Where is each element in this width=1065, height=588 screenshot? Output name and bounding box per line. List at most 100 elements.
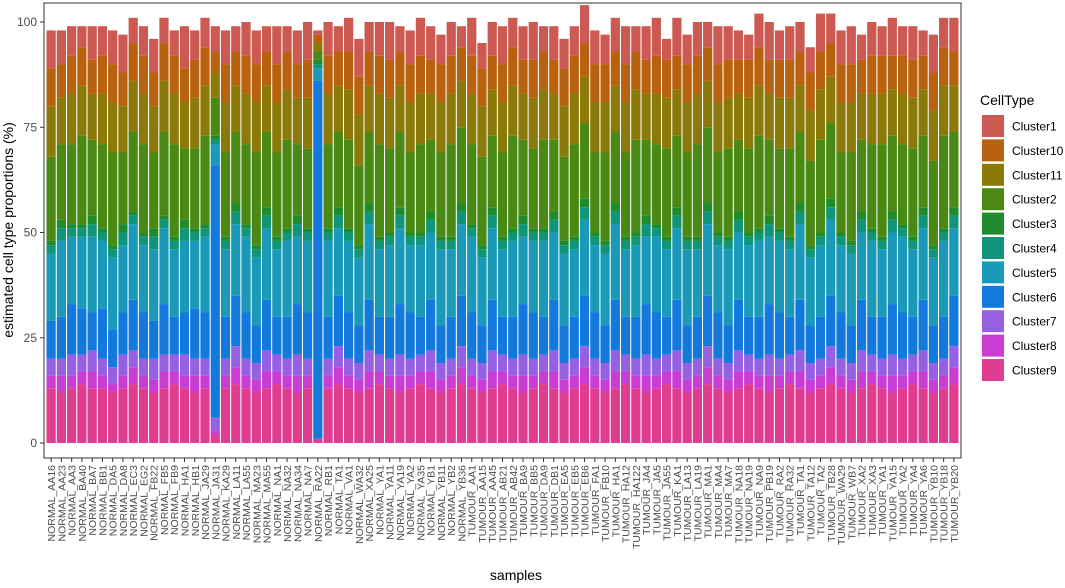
- bar-segment-cluster7: [220, 358, 231, 376]
- bar-segment-cluster8: [528, 375, 538, 389]
- bar-segment-cluster5: [631, 245, 641, 317]
- bar-segment-cluster8: [620, 371, 631, 385]
- bar-segment-cluster9: [826, 384, 836, 443]
- bar-segment-cluster4: [939, 232, 949, 241]
- bar-segment-cluster9: [190, 392, 200, 443]
- bar-segment-cluster3: [374, 236, 385, 241]
- bar-segment-cluster9: [200, 388, 210, 443]
- bar-segment-cluster8: [241, 375, 251, 389]
- bar-segment-cluster6: [220, 316, 231, 359]
- bar-segment-cluster9: [549, 388, 559, 443]
- legend-swatch-cluster9: [982, 359, 1004, 381]
- x-tick-label: TUMOUR_WA29: [836, 465, 848, 545]
- bar-segment-cluster10: [569, 55, 579, 94]
- bar-segment-cluster3: [108, 245, 118, 250]
- bar-segment-cluster10: [426, 59, 436, 94]
- bar-segment-cluster9: [579, 384, 590, 443]
- bar-segment-cluster9: [662, 384, 672, 443]
- bar-segment-cluster4: [118, 232, 128, 246]
- bar-segment-cluster7: [159, 354, 169, 372]
- bar-segment-cluster10: [856, 59, 867, 94]
- bar-segment-cluster4: [549, 219, 559, 233]
- x-tick-label: TUMOUR_WB7: [846, 465, 858, 540]
- x-tick-label: TUMOUR_XA3: [867, 465, 879, 537]
- bar-segment-cluster6: [836, 312, 846, 359]
- bar-segment-cluster7: [179, 354, 190, 376]
- bar-segment-cluster2: [774, 148, 785, 229]
- bar-segment-cluster10: [805, 72, 815, 111]
- bar-segment-cluster3: [46, 240, 56, 246]
- bar-segment-cluster11: [67, 93, 77, 145]
- bar-segment-cluster3: [692, 236, 703, 241]
- bar-segment-cluster4: [364, 211, 374, 225]
- bar-segment-cluster1: [220, 30, 231, 65]
- bar-segment-cluster10: [159, 43, 169, 81]
- bar-segment-cluster11: [487, 89, 497, 136]
- bar-segment-cluster5: [610, 224, 620, 300]
- bar-segment-cluster8: [436, 379, 446, 393]
- bar-segment-cluster9: [887, 392, 897, 443]
- bar-segment-cluster9: [497, 384, 508, 443]
- bar-segment-cluster7: [867, 354, 877, 372]
- bar-segment-cluster3: [456, 203, 467, 212]
- bar-segment-cluster2: [497, 152, 508, 237]
- x-tick-label: TUMOUR_TA2: [816, 465, 828, 536]
- bar-segment-cluster2: [877, 144, 887, 237]
- bar-segment-cluster10: [415, 55, 426, 94]
- x-tick-label: TUMOUR_YA4: [908, 465, 920, 536]
- x-tick-label: TUMOUR_MA7: [723, 465, 735, 539]
- x-tick-label: NORMAL_YB1: [426, 465, 438, 536]
- bar-segment-cluster7: [200, 358, 210, 376]
- bar-segment-cluster5: [518, 236, 528, 305]
- bar-segment-cluster9: [692, 388, 703, 443]
- bar-segment-cluster1: [590, 30, 600, 65]
- x-tick-label: TUMOUR_DB1: [549, 465, 561, 538]
- bar-segment-cluster11: [590, 101, 600, 153]
- bar-segment-cluster3: [97, 228, 108, 233]
- bar-segment-cluster3: [415, 232, 426, 237]
- bar-segment-cluster9: [220, 388, 231, 443]
- bar-segment-cluster1: [426, 26, 436, 60]
- bar-segment-cluster2: [220, 152, 231, 237]
- bar-segment-cluster2: [77, 135, 87, 225]
- x-tick-label: NORMAL_BA7: [87, 465, 99, 536]
- bar-segment-cluster1: [610, 17, 620, 52]
- bar-segment-cluster4: [302, 232, 313, 241]
- bars-group: [46, 5, 959, 443]
- bar-segment-cluster9: [815, 388, 826, 443]
- bar-segment-cluster5: [559, 253, 569, 326]
- bar-segment-cluster7: [477, 363, 487, 380]
- bar-segment-cluster9: [846, 392, 856, 443]
- bar-segment-cluster6: [272, 316, 282, 355]
- x-tick-label: NORMAL_YA19: [395, 465, 407, 541]
- bar-segment-cluster7: [744, 354, 754, 372]
- bar-segment-cluster7: [713, 358, 723, 376]
- bar-segment-cluster9: [877, 388, 887, 443]
- bar-segment-cluster6: [733, 299, 744, 351]
- bar-segment-cluster9: [867, 384, 877, 443]
- x-tick-label: NORMAL_RA22: [313, 465, 325, 542]
- bar-segment-cluster5: [169, 249, 179, 317]
- bar-segment-cluster4: [251, 249, 261, 258]
- bar-segment-cluster3: [590, 232, 600, 237]
- bar-segment-cluster1: [897, 26, 908, 56]
- bar-segment-cluster7: [569, 358, 579, 376]
- bar-segment-cluster10: [487, 55, 497, 90]
- bar-segment-cluster2: [641, 139, 651, 216]
- bar-segment-cluster2: [846, 152, 856, 241]
- bar-segment-cluster6: [97, 308, 108, 359]
- bar-segment-cluster9: [508, 388, 518, 443]
- bar-segment-cluster6: [67, 304, 77, 355]
- bar-segment-cluster3: [856, 211, 867, 220]
- bar-segment-cluster10: [354, 76, 364, 115]
- bar-segment-cluster8: [292, 375, 302, 393]
- bar-segment-cluster8: [754, 375, 764, 389]
- bar-segment-cluster1: [169, 30, 179, 56]
- bar-segment-cluster4: [620, 240, 631, 250]
- bar-segment-cluster1: [395, 26, 405, 52]
- bar-segment-cluster9: [261, 388, 272, 443]
- bar-segment-cluster5: [600, 253, 610, 326]
- bar-segment-cluster11: [497, 101, 508, 153]
- bar-segment-cluster11: [138, 93, 149, 145]
- legend-label-cluster3: Cluster3: [1012, 217, 1057, 231]
